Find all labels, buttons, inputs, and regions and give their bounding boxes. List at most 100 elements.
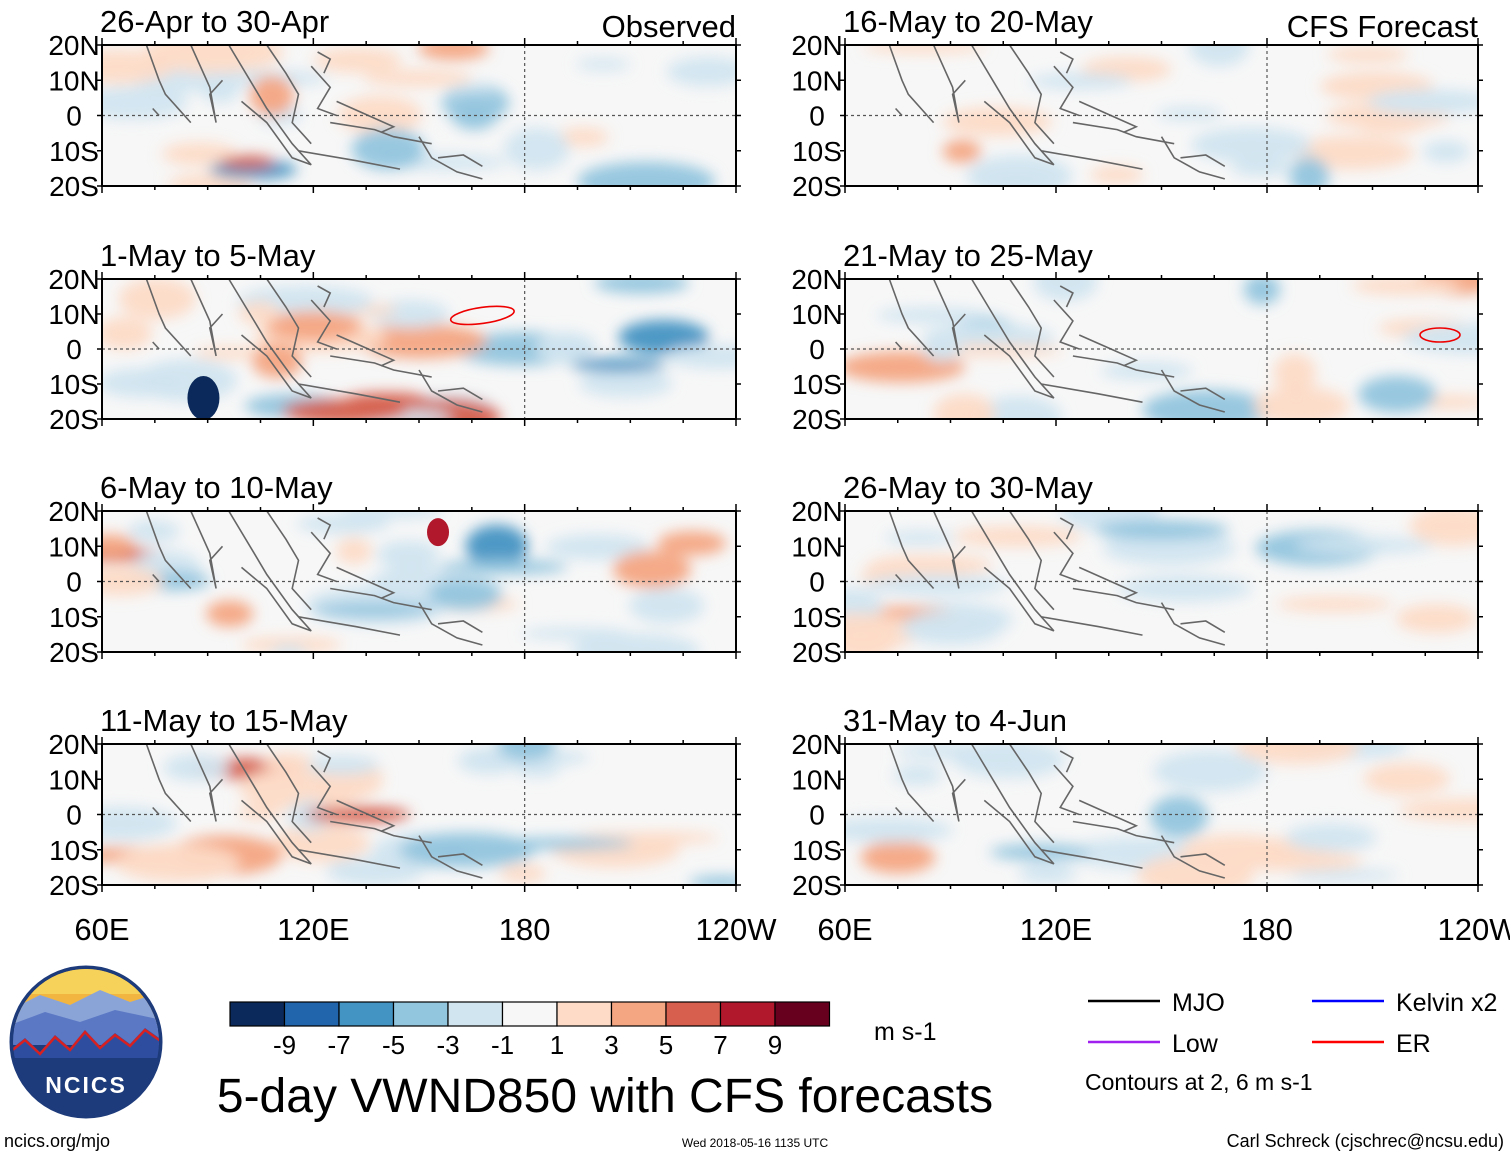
panel-date-label: 26-Apr to 30-Apr (100, 4, 329, 39)
y-tick-label: 20S (49, 637, 99, 668)
ncics-logo: NCICS (9, 965, 163, 1119)
y-tick-label: 10N (791, 299, 842, 330)
y-tick-label: 0 (809, 800, 825, 831)
y-tick-label: 10S (792, 602, 842, 633)
legend-label: MJO (1172, 989, 1225, 1017)
x-tick-label: 60E (74, 912, 129, 947)
y-tick-label: 0 (809, 567, 825, 598)
colorbar-tick-label: 5 (659, 1030, 673, 1060)
y-tick-label: 10S (792, 136, 842, 167)
legend-label: Low (1172, 1030, 1219, 1058)
colorbar-units: m s-1 (874, 1018, 937, 1046)
col-label-forecast: CFS Forecast (1287, 9, 1479, 44)
y-tick-label: 10S (49, 602, 99, 633)
x-tick-label: 120E (1020, 912, 1092, 947)
y-tick-label: 0 (809, 101, 825, 132)
y-tick-label: 10N (48, 531, 99, 562)
colorbar-swatch (392, 1001, 449, 1027)
panel-date-label: 16-May to 20-May (843, 4, 1093, 39)
map-panel: 20N 10N 0 10S 20S 21-May to 25-May (791, 238, 1483, 435)
x-tick-label: 120E (277, 912, 349, 947)
colorbar-swatch (665, 1001, 722, 1027)
colorbar-swatch (338, 1001, 395, 1027)
y-tick-label: 20S (49, 404, 99, 435)
y-tick-label: 10N (48, 764, 99, 795)
y-tick-label: 20S (792, 171, 842, 202)
y-tick-label: 20N (791, 264, 842, 295)
footer-author: Carl Schreck (cjschrec@ncsu.edu) (1227, 1131, 1504, 1151)
colorbar-tick-label: 9 (768, 1030, 782, 1060)
colorbar-tick-label: 7 (713, 1030, 727, 1060)
col-label-observed: Observed (602, 9, 736, 44)
x-tick-label: 60E (817, 912, 872, 947)
panel-date-label: 1-May to 5-May (100, 238, 316, 273)
colorbar-tick-label: 1 (550, 1030, 564, 1060)
y-tick-label: 10S (49, 369, 99, 400)
colorbar-swatch (501, 1001, 558, 1027)
colorbar-swatch (447, 1001, 504, 1027)
map-panel: 20N 10N 0 10S 20S 6-May to 10-May (48, 470, 741, 668)
footer-site: ncics.org/mjo (4, 1131, 110, 1151)
y-tick-label: 20N (48, 729, 99, 760)
colorbar-tick-label: 3 (604, 1030, 618, 1060)
y-tick-label: 20S (49, 171, 99, 202)
map-panel: 20N 10N 0 10S 20S 11-May to 15-May (48, 703, 741, 901)
colorbar-swatch (719, 1001, 776, 1027)
colorbar-swatch (229, 1001, 286, 1027)
y-tick-label: 10N (791, 764, 842, 795)
colorbar-swatch (774, 1001, 831, 1027)
colorbar-tick-label: -9 (273, 1030, 296, 1060)
y-tick-label: 10N (791, 531, 842, 562)
panel-date-label: 6-May to 10-May (100, 470, 333, 505)
y-tick-label: 10S (49, 835, 99, 866)
legend-label: Kelvin x2 (1396, 989, 1497, 1017)
x-tick-label: 120W (1438, 912, 1510, 947)
y-tick-label: 20S (792, 637, 842, 668)
y-tick-label: 10S (792, 369, 842, 400)
y-tick-label: 20S (792, 404, 842, 435)
y-tick-label: 20N (48, 496, 99, 527)
colorbar-swatch (556, 1001, 613, 1027)
y-tick-label: 20N (48, 30, 99, 61)
y-tick-label: 20S (792, 870, 842, 901)
footer-timestamp: Wed 2018-05-16 1135 UTC (682, 1136, 829, 1150)
x-tick-label: 180 (499, 912, 551, 947)
colorbar-swatch (610, 1001, 667, 1027)
panel-date-label: 26-May to 30-May (843, 470, 1093, 505)
y-tick-label: 0 (66, 334, 82, 365)
map-panel: 20N 10N 0 10S 20S 26-Apr to 30-Apr (48, 4, 741, 202)
panel-date-label: 21-May to 25-May (843, 238, 1093, 273)
panel-date-label: 31-May to 4-Jun (843, 703, 1067, 738)
y-tick-label: 0 (66, 567, 82, 598)
y-tick-label: 10S (49, 136, 99, 167)
y-tick-label: 10N (48, 65, 99, 96)
colorbar: -9 -7 -5 -3 -1 1 3 5 7 9 (229, 1001, 831, 1060)
map-panel: 20N 10N 0 10S 20S 1-May to 5-May (48, 238, 741, 435)
x-tick-label: 120W (696, 912, 778, 947)
y-tick-label: 0 (66, 101, 82, 132)
x-tick-label: 180 (1241, 912, 1293, 947)
colorbar-tick-label: -1 (491, 1030, 514, 1060)
y-tick-label: 10S (792, 835, 842, 866)
y-tick-label: 20N (791, 729, 842, 760)
y-tick-label: 20N (791, 496, 842, 527)
colorbar-swatch (283, 1001, 340, 1027)
y-tick-label: 20S (49, 870, 99, 901)
colorbar-tick-label: -3 (436, 1030, 459, 1060)
y-tick-label: 0 (66, 800, 82, 831)
colorbar-tick-label: -7 (327, 1030, 350, 1060)
legend: MJO Kelvin x2 Low ER (1088, 989, 1497, 1058)
panel-date-label: 11-May to 15-May (100, 703, 348, 738)
contour-note: Contours at 2, 6 m s-1 (1085, 1069, 1313, 1095)
main-title: 5-day VWND850 with CFS forecasts (217, 1070, 993, 1123)
y-tick-label: 10N (791, 65, 842, 96)
y-tick-label: 20N (791, 30, 842, 61)
logo-text: NCICS (45, 1072, 127, 1098)
y-tick-label: 20N (48, 264, 99, 295)
map-panel: 20N 10N 0 10S 20S 31-May to 4-Jun (791, 703, 1483, 901)
y-tick-label: 10N (48, 299, 99, 330)
colorbar-tick-label: -5 (382, 1030, 405, 1060)
y-tick-label: 0 (809, 334, 825, 365)
legend-label: ER (1396, 1030, 1431, 1058)
